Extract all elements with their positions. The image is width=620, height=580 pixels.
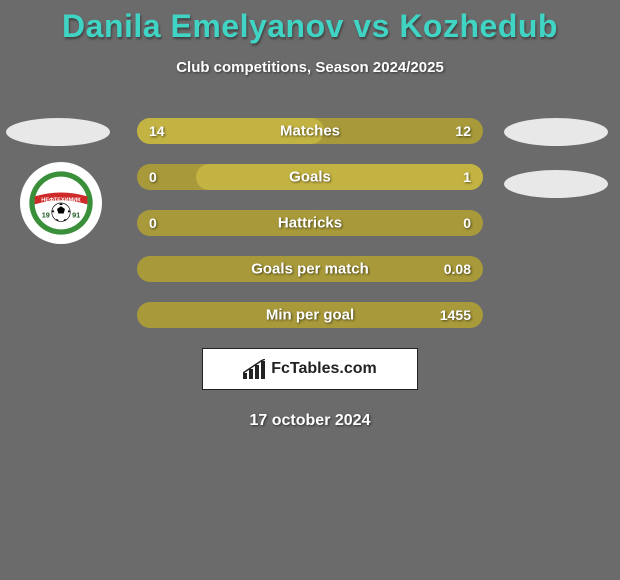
brand-label: FcTables.com xyxy=(271,360,377,378)
stat-value-right: 1 xyxy=(463,169,471,185)
stat-fill-right xyxy=(196,164,483,190)
soccer-ball-icon xyxy=(52,203,70,221)
stats-section: НЕФТЕХИМИК 19 91 14 12 Matches 0 1 Goals 0 0 Hat… xyxy=(0,118,620,430)
stat-bars: 14 12 Matches 0 1 Goals 0 0 Hattricks 0.08 Goals p… xyxy=(137,118,483,328)
left-player-column: НЕФТЕХИМИК 19 91 xyxy=(6,118,116,244)
club-badge: НЕФТЕХИМИК 19 91 xyxy=(20,162,102,244)
stat-value-right: 0 xyxy=(463,215,471,231)
club-badge-placeholder xyxy=(504,170,608,198)
stat-label: Matches xyxy=(280,123,340,140)
stat-value-left: 0 xyxy=(149,169,157,185)
right-player-column xyxy=(504,118,614,198)
stat-value-right: 12 xyxy=(455,123,471,139)
page-title: Danila Emelyanov vs Kozhedub xyxy=(0,0,620,45)
stat-label: Hattricks xyxy=(278,215,342,232)
date-label: 17 october 2024 xyxy=(0,412,620,430)
stat-value-right: 0.08 xyxy=(444,261,471,277)
stat-label: Goals xyxy=(289,169,331,186)
stat-label: Goals per match xyxy=(251,261,369,278)
stat-value-right: 1455 xyxy=(440,307,471,323)
brand-attribution[interactable]: FcTables.com xyxy=(202,348,418,390)
badge-year-right: 91 xyxy=(72,211,80,220)
stat-bar: 0 1 Goals xyxy=(137,164,483,190)
player-avatar-placeholder xyxy=(504,118,608,146)
stat-value-left: 0 xyxy=(149,215,157,231)
stat-bar: 1455 Min per goal xyxy=(137,302,483,328)
stat-value-left: 14 xyxy=(149,123,165,139)
badge-year-left: 19 xyxy=(42,211,50,220)
player-avatar-placeholder xyxy=(6,118,110,146)
stat-bar: 0.08 Goals per match xyxy=(137,256,483,282)
stat-bar: 14 12 Matches xyxy=(137,118,483,144)
bar-chart-icon xyxy=(243,359,265,379)
subtitle: Club competitions, Season 2024/2025 xyxy=(0,59,620,76)
stat-label: Min per goal xyxy=(266,307,354,324)
club-badge-icon: НЕФТЕХИМИК 19 91 xyxy=(28,170,94,236)
stat-bar: 0 0 Hattricks xyxy=(137,210,483,236)
